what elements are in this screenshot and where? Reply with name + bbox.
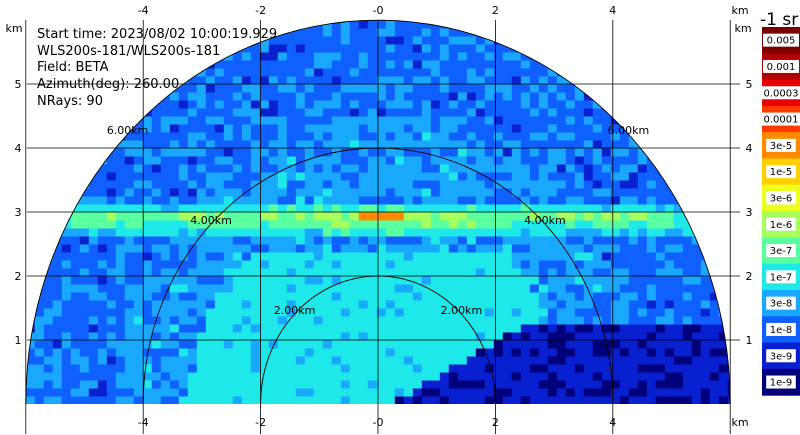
y-tick-label-right: 1 [746, 334, 753, 347]
colorbar-label: 1e-8 [770, 325, 793, 336]
range-ring-label: 6.00km [608, 124, 650, 137]
range-ring-label: 4.00km [190, 214, 232, 227]
colorbar-label: 3e-5 [770, 141, 793, 152]
colorbar-label-bg [759, 112, 800, 126]
range-ring [142, 147, 614, 405]
range-ring-label: 2.00km [274, 304, 316, 317]
colorbar-label: 1e-9 [770, 378, 793, 389]
colorbar-label-bg [766, 165, 796, 179]
range-rings: 2.00km 2.00km 4.00km 4.00km 6.00km 6.00km [25, 19, 731, 405]
x-tick-label-top: 4 [609, 4, 616, 17]
x-tick-label-top: 2 [492, 4, 499, 17]
x-tick-label-bottom: -4 [138, 416, 149, 429]
info-azimuth: Azimuth(deg): 260.00 [37, 77, 179, 92]
range-ring [25, 19, 731, 405]
axis-unit-label: km [731, 416, 748, 429]
colorbar-label-bg [766, 138, 796, 152]
range-ring [260, 275, 496, 405]
info-field: Field: BETA [37, 60, 109, 75]
axis-unit-label: km [734, 22, 751, 35]
x-tick-label-top: -4 [138, 4, 149, 17]
colorbar-label: 3e-6 [770, 193, 793, 204]
range-ring-label: 2.00km [441, 304, 483, 317]
colorbar: 0.005 0.001 0.0003 0.0001 3e-5 1e-5 3e-6 1e-6 3e… [759, 10, 800, 396]
y-tick-label-left: 5 [15, 78, 22, 91]
info-nrays: NRays: 90 [37, 94, 103, 109]
x-tick-label-bottom: -2 [255, 416, 266, 429]
colorbar-label-bg [766, 217, 796, 231]
x-tick-label-top: -0 [373, 4, 384, 17]
colorbar-label: 0.005 [767, 36, 796, 47]
colorbar-title: -1 sr [760, 10, 798, 30]
colorbar-label: 3e-7 [770, 246, 793, 257]
colorbar-label: 0.0001 [764, 115, 799, 126]
info-panel: Start time: 2023/08/02 10:00:19.929 WLS2… [37, 27, 277, 109]
colorbar-label: 3e-9 [770, 351, 793, 362]
y-tick-label-right: 5 [746, 78, 753, 91]
colorbar-label-bg [766, 296, 796, 310]
info-start-time: Start time: 2023/08/02 10:00:19.929 [37, 27, 277, 42]
colorbar-label-bg [766, 322, 796, 336]
colorbar-label: 3e-8 [770, 299, 793, 310]
colorbar-label-bg [766, 270, 796, 284]
y-tick-label-left: 3 [15, 206, 22, 219]
y-tick-label-right: 3 [746, 206, 753, 219]
colorbar-label: 1e-6 [770, 220, 793, 231]
x-tick-label-bottom: 4 [609, 416, 616, 429]
heatmap-cells [25, 20, 731, 405]
colorbar-label: 1e-5 [770, 167, 793, 178]
colorbar-label: 1e-7 [770, 272, 793, 283]
info-instrument: WLS200s-181/WLS200s-181 [37, 44, 220, 59]
colorbar-label-bg [766, 349, 796, 363]
colorbar-label-bg [766, 375, 796, 389]
colorbar-label-bg [759, 86, 800, 100]
range-ring-label: 6.00km [107, 124, 149, 137]
axis-unit-label: km [5, 22, 22, 35]
colorbar-label-bg [763, 59, 799, 73]
x-tick-label-top: -2 [255, 4, 266, 17]
colorbar-label: 0.001 [767, 62, 796, 73]
grid [25, 20, 740, 434]
y-tick-label-left: 4 [15, 142, 22, 155]
y-tick-label-right: 2 [746, 270, 753, 283]
colorbar-label-bg [766, 191, 796, 205]
y-tick-label-left: 1 [15, 334, 22, 347]
colorbar-label-bg [766, 244, 796, 258]
x-tick-label-bottom: -0 [373, 416, 384, 429]
plot-area: 2.00km 2.00km 4.00km 4.00km 6.00km 6.00km [25, 19, 740, 434]
range-ring-label: 4.00km [524, 214, 566, 227]
y-tick-label-left: 2 [15, 270, 22, 283]
colorbar-label: 0.0003 [764, 88, 799, 99]
x-tick-label-bottom: 2 [492, 416, 499, 429]
axis-unit-label: km [731, 4, 748, 17]
axes: -4 -4 -2 -2 -0 -0 2 2 4 4 1 1 2 2 3 3 4 4 5 5 km km km km [5, 4, 752, 429]
y-tick-label-right: 4 [746, 142, 753, 155]
colorbar-label-bg [763, 33, 799, 47]
